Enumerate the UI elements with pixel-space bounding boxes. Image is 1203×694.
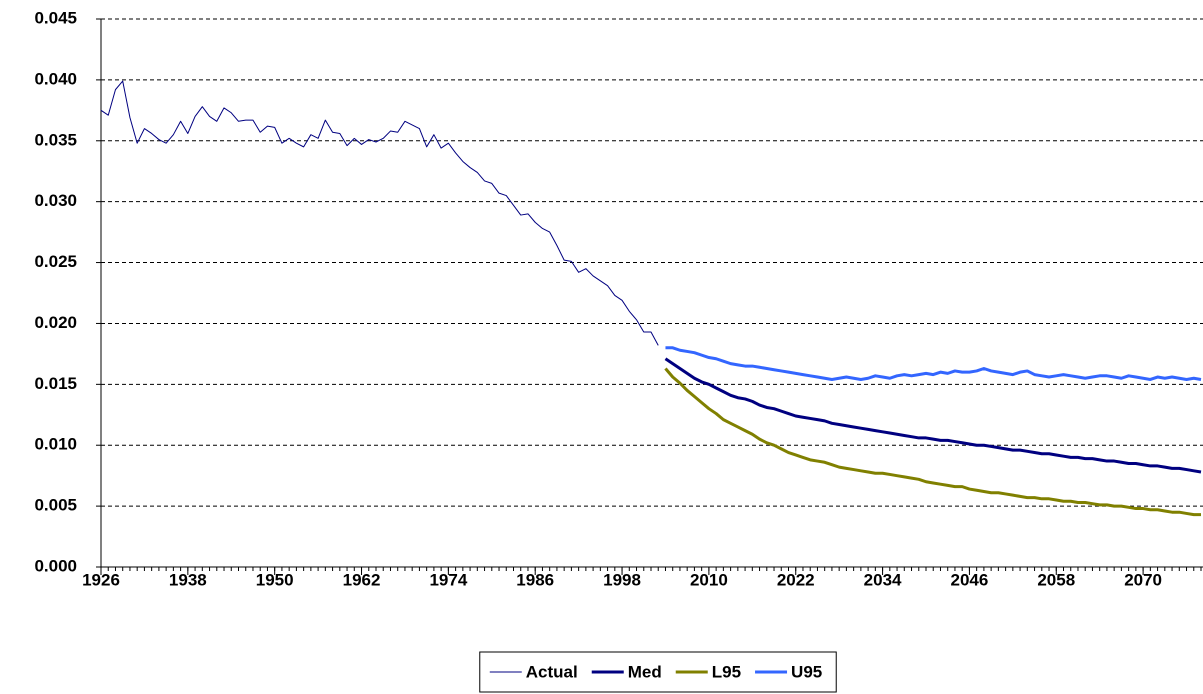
legend: Actual Med L95 U95: [479, 651, 837, 693]
x-tick-label: 1926: [82, 570, 120, 589]
x-tick-label: 2046: [951, 570, 989, 589]
y-tick-label: 0.045: [34, 8, 77, 27]
x-tick-label: 1998: [603, 570, 641, 589]
y-tick-label: 0.015: [34, 374, 77, 393]
x-tick-label: 2022: [777, 570, 815, 589]
y-tick-label: 0.000: [34, 556, 77, 575]
series-line: [665, 346, 1202, 381]
x-tick-label: 2034: [864, 570, 902, 589]
x-tick-label: 1938: [169, 570, 207, 589]
x-tick-label: 1974: [429, 570, 467, 589]
series-line: [664, 367, 1201, 517]
y-tick-label: 0.005: [34, 496, 77, 515]
y-tick-label: 0.030: [34, 191, 77, 210]
x-tick-label: 1950: [256, 570, 294, 589]
legend-label: Actual: [526, 662, 578, 681]
series-line: [100, 80, 659, 346]
legend-label: U95: [791, 662, 822, 681]
x-tick-label: 2010: [690, 570, 728, 589]
y-tick-label: 0.040: [34, 69, 77, 88]
x-tick-label: 1986: [516, 570, 554, 589]
legend-label: L95: [712, 662, 741, 681]
x-tick-label: 2058: [1037, 570, 1075, 589]
series-line: [664, 357, 1202, 474]
x-tick-label: 2070: [1124, 570, 1162, 589]
x-tick-label: 1962: [343, 570, 381, 589]
y-tick-label: 0.025: [34, 252, 77, 271]
y-tick-label: 0.035: [34, 130, 77, 149]
y-tick-label: 0.020: [34, 313, 77, 332]
y-tick-label: 0.010: [34, 435, 77, 454]
legend-label: Med: [628, 662, 662, 681]
